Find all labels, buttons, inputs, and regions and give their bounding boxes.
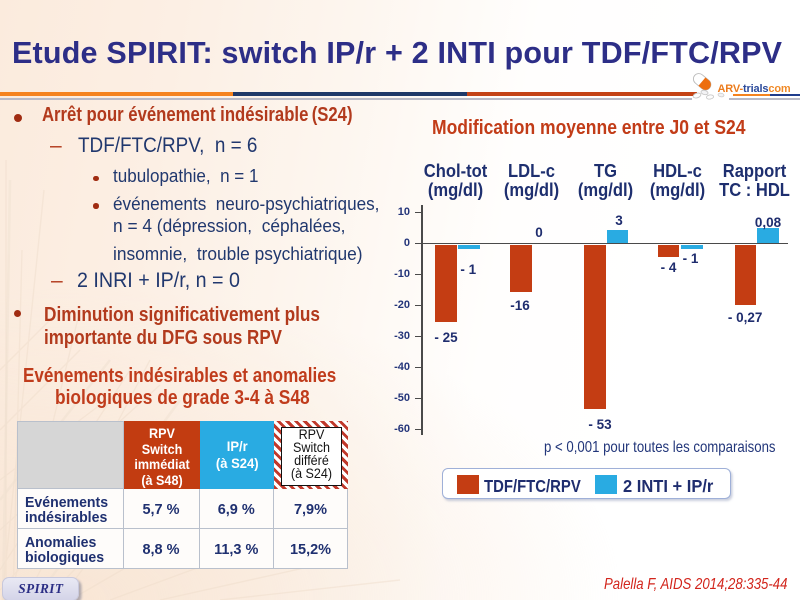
svg-text:ARV-trialscom: ARV-trialscom xyxy=(718,83,791,95)
